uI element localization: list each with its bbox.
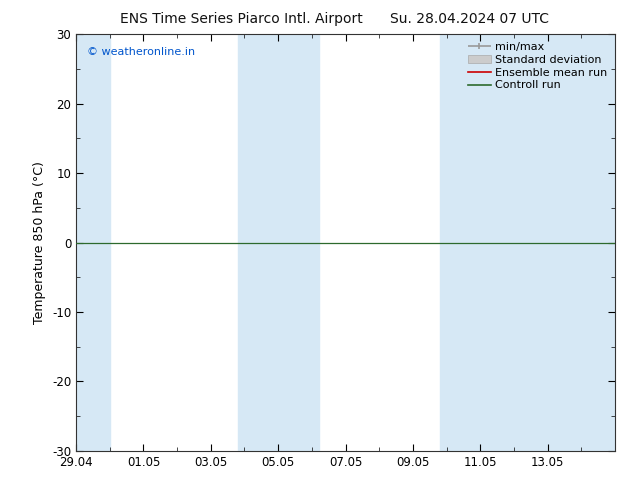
Text: © weatheronline.in: © weatheronline.in	[87, 47, 195, 57]
Legend: min/max, Standard deviation, Ensemble mean run, Controll run: min/max, Standard deviation, Ensemble me…	[466, 40, 609, 93]
Text: Su. 28.04.2024 07 UTC: Su. 28.04.2024 07 UTC	[390, 12, 548, 26]
Bar	[69, 34, 110, 451]
Bar	[440, 34, 622, 451]
Bar	[238, 34, 319, 451]
Y-axis label: Temperature 850 hPa (°C): Temperature 850 hPa (°C)	[34, 161, 46, 324]
Text: ENS Time Series Piarco Intl. Airport: ENS Time Series Piarco Intl. Airport	[120, 12, 362, 26]
